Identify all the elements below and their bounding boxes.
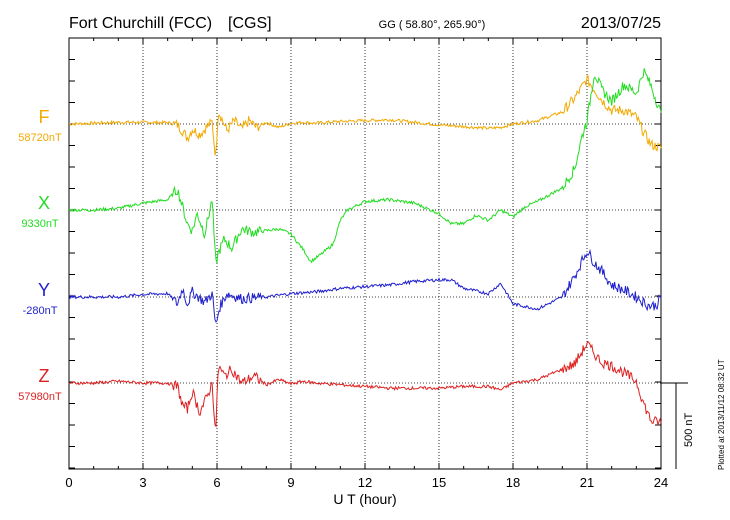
plotted-note: Plotted at 2013/11/12 08:32 UT [717,359,726,470]
baseline-value-z: 57980nT [18,391,62,403]
network-label: [CGS] [228,15,272,32]
series-line-y [68,248,662,323]
x-tick-label: 12 [358,475,372,490]
x-tick-label: 6 [213,475,220,490]
x-tick-label: 15 [432,475,446,490]
series-line-x [68,68,662,264]
baseline-value-f: 58720nT [18,132,62,144]
series-y: Y -280nT [23,248,662,323]
series-layer: F 58720nT X 9330nT Y -280nT Z 57980nT [18,68,662,428]
x-tick-label: 21 [580,475,594,490]
scale-bar: 500 nT [661,382,695,469]
grid [69,38,661,469]
x-tick-label: 18 [506,475,520,490]
chart-title: Fort Churchill (FCC) [69,15,212,32]
series-line-z [68,340,662,428]
series-z: Z 57980nT [18,340,662,428]
scale-label: 500 nT [683,412,695,447]
coords-label: GG ( 58.80°, 265.90°) [379,19,486,31]
series-name-x: X [38,193,50,213]
series-line-f [68,74,662,156]
baseline-value-x: 9330nT [21,218,59,230]
axis-ticks: 0 3 6 9 12 15 18 21 24 [65,38,668,490]
x-tick-label: 3 [139,475,146,490]
x-axis-label: U T (hour) [333,491,396,507]
x-tick-label: 24 [654,475,668,490]
baseline-value-y: -280nT [23,305,58,317]
series-f: F 58720nT [18,74,662,156]
x-tick-label: 9 [287,475,294,490]
series-name-y: Y [38,280,50,300]
series-name-f: F [39,107,50,127]
x-tick-label: 0 [65,475,72,490]
date-label: 2013/07/25 [581,15,661,32]
series-name-z: Z [39,366,50,386]
series-x: X 9330nT [21,68,662,264]
